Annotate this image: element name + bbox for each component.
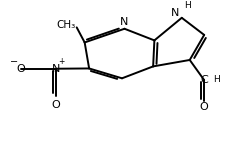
Text: CH₃: CH₃ (56, 20, 76, 30)
Text: N: N (120, 17, 129, 27)
Text: +: + (59, 57, 65, 66)
Text: O: O (200, 102, 209, 112)
Text: C: C (200, 75, 208, 85)
Text: O: O (52, 100, 61, 110)
Text: O: O (17, 64, 26, 74)
Text: H: H (213, 75, 219, 84)
Text: −: − (10, 57, 18, 67)
Text: N: N (52, 64, 60, 74)
Text: H: H (184, 1, 190, 10)
Text: N: N (170, 8, 179, 18)
